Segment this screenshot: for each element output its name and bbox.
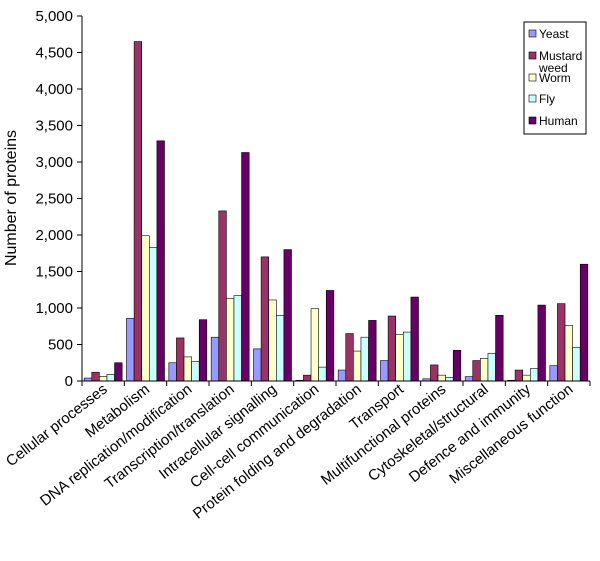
y-axis-ticks: 0 500 1,000 1,500 2,000 2,500 3,000 3,500 4,000 4… <box>35 8 82 390</box>
bar <box>114 362 123 382</box>
bar <box>141 235 150 382</box>
bar <box>472 360 481 382</box>
bar <box>557 303 566 382</box>
bar <box>191 360 200 382</box>
bar <box>198 319 208 382</box>
y-axis-title: Number of proteins <box>3 130 20 266</box>
y-tick-label: 1,000 <box>35 300 73 317</box>
y-tick-label: 2,500 <box>35 191 73 208</box>
bar <box>452 350 462 382</box>
series-worm <box>99 235 573 382</box>
bar <box>380 360 389 382</box>
bar <box>168 362 177 382</box>
y-tick-label: 5,000 <box>35 8 73 25</box>
bar <box>487 352 496 382</box>
bar <box>410 296 419 382</box>
bar <box>529 368 539 382</box>
bar <box>253 348 262 382</box>
bar <box>395 333 404 382</box>
bar <box>572 347 581 382</box>
bar <box>387 315 397 382</box>
legend-swatch <box>528 116 537 125</box>
bar <box>226 298 235 382</box>
bar <box>133 41 143 382</box>
bar <box>549 365 558 382</box>
y-tick-label: 500 <box>48 337 73 354</box>
bar <box>218 210 227 382</box>
bar <box>353 350 362 382</box>
bar <box>318 366 327 382</box>
y-tick-label: 2,000 <box>35 227 73 244</box>
legend-label: Mustard weed <box>538 49 582 75</box>
bar <box>337 369 347 382</box>
bar <box>126 317 135 382</box>
bar <box>345 333 354 382</box>
bar <box>260 256 270 382</box>
legend-label: Yeast <box>539 27 569 41</box>
legend-label: Human <box>539 114 578 128</box>
bar <box>522 374 531 382</box>
y-tick-label: 4,500 <box>35 45 73 62</box>
bar <box>268 299 277 382</box>
bar <box>495 314 504 382</box>
legend-swatch <box>528 51 537 60</box>
bar <box>464 376 474 382</box>
bar <box>303 374 312 382</box>
legend-label: Worm <box>539 71 571 85</box>
bar <box>176 337 185 382</box>
bar <box>537 304 546 382</box>
legend-swatch <box>528 94 537 103</box>
bar <box>402 331 412 382</box>
bar <box>106 374 115 382</box>
bar <box>480 358 489 382</box>
bar <box>360 336 369 382</box>
bar <box>275 314 285 382</box>
y-tick-label: 4,000 <box>35 81 73 98</box>
bar <box>437 374 446 382</box>
bars <box>83 41 589 382</box>
legend-swatch <box>528 73 537 82</box>
series-human <box>114 140 589 382</box>
bar <box>368 320 377 382</box>
legend-swatch <box>528 29 537 38</box>
bar <box>283 249 292 382</box>
bar <box>183 356 192 382</box>
bar <box>156 140 165 382</box>
bar <box>514 369 523 382</box>
bar <box>579 263 589 382</box>
bar <box>210 336 220 382</box>
bar <box>241 152 250 382</box>
y-tick-label: 3,000 <box>35 154 73 171</box>
bar <box>430 364 439 382</box>
bar <box>99 376 108 382</box>
bar <box>91 371 100 382</box>
y-tick-label: 3,500 <box>35 118 73 135</box>
bar <box>233 295 242 382</box>
legend-label: Fly <box>539 92 555 106</box>
bar <box>445 377 454 382</box>
y-tick-label: 1,500 <box>35 264 73 281</box>
series-mustard-weed <box>91 41 566 382</box>
bar <box>149 247 158 382</box>
bar <box>325 290 335 382</box>
y-tick-label: 0 <box>65 373 73 390</box>
bar <box>564 325 573 382</box>
bar <box>310 308 319 382</box>
